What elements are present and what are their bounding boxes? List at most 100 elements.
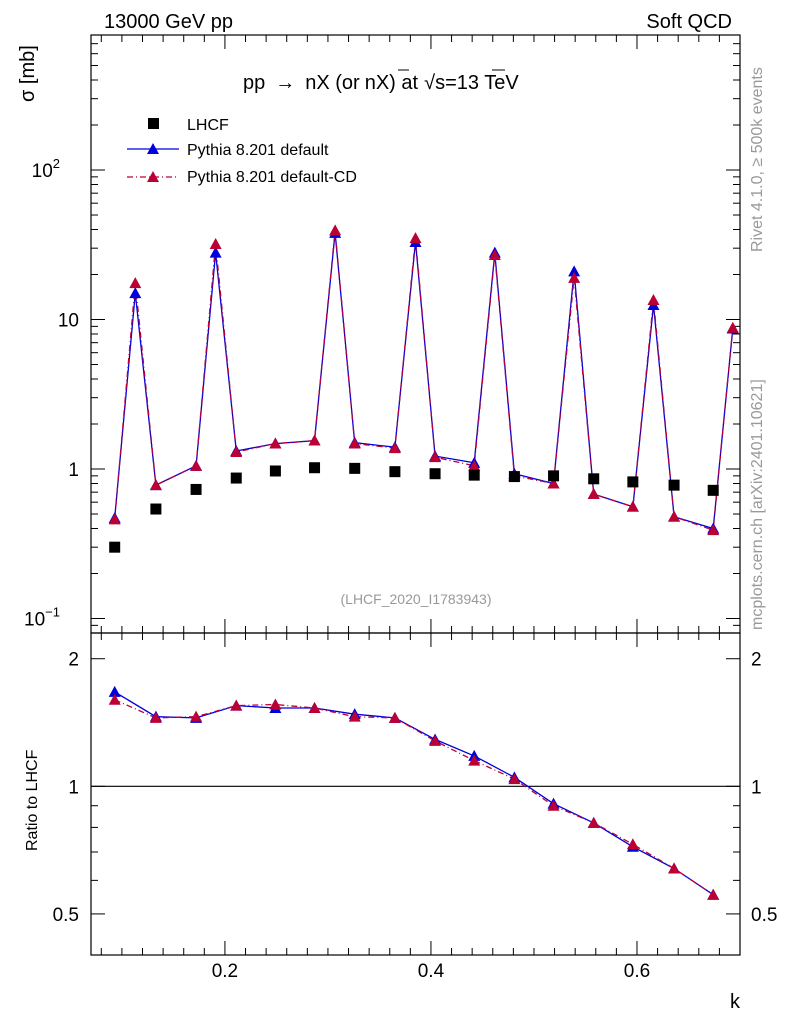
point-pythia-cd	[429, 451, 442, 463]
point-pythia-cd	[329, 224, 342, 236]
ratio-point-pythia-cd	[508, 773, 521, 785]
plot-title: pp → nX (or nX) at √s=13 TeV	[243, 72, 519, 94]
legend-marker-lhcf	[148, 118, 159, 129]
point-lhcf	[389, 466, 401, 478]
point-lhcf	[190, 483, 202, 495]
point-pythia-cd	[308, 434, 321, 446]
point-pythia-cd	[388, 442, 401, 454]
ratio-point-pythia-cd	[308, 702, 321, 714]
ratio-point-pythia-cd	[348, 710, 361, 722]
y-tick-label: 102	[32, 156, 60, 182]
point-lhcf	[429, 468, 441, 480]
ratio-point-pythia-cd	[547, 799, 560, 811]
main-series-layer	[108, 224, 739, 553]
point-pythia-cd	[707, 524, 720, 536]
point-lhcf	[668, 479, 680, 491]
legend-label-pythia-default: Pythia 8.201 default	[187, 142, 329, 159]
ratio-x-axis: 0.2 0.4 0.6	[100, 633, 741, 982]
ratio-y-tick-label-left: 1	[68, 777, 79, 798]
x-tick-label: 0.6	[624, 961, 650, 982]
point-pythia-cd	[108, 513, 121, 525]
header-right: Soft QCD	[646, 11, 732, 33]
y-tick-label: 10	[58, 311, 79, 332]
point-pythia-cd	[626, 500, 639, 512]
title-tail: X) at	[376, 72, 419, 94]
ratio-y-tick-label-right: 2	[751, 650, 762, 671]
point-lhcf	[548, 470, 560, 482]
point-lhcf	[309, 462, 321, 474]
ratio-point-pythia-cd	[108, 693, 121, 705]
point-pythia-cd	[468, 459, 481, 471]
point-pythia-cd	[409, 232, 422, 244]
rivet-version-label: Rivet 4.1.0, ≥ 500k events	[749, 67, 766, 252]
ratio-series-layer	[108, 685, 720, 900]
ratio-y-tick-label-left: 2	[68, 650, 79, 671]
point-pythia-cd	[230, 445, 243, 457]
point-lhcf	[230, 472, 242, 484]
title-arrow: →	[275, 72, 295, 94]
y-tick-label-exp: 2	[53, 156, 60, 171]
ratio-point-pythia-cd	[149, 711, 162, 723]
point-lhcf	[468, 469, 480, 481]
series-line-pythia-default	[114, 232, 734, 530]
point-pythia-default	[209, 246, 222, 258]
ratio-line-pythia-cd	[114, 699, 714, 896]
x-tick-label: 0.2	[212, 961, 238, 982]
point-lhcf	[109, 541, 121, 553]
ratio-point-pythia-cd	[269, 698, 282, 710]
main-y-label: σ [mb]	[17, 45, 39, 102]
header-left: 13000 GeV pp	[104, 11, 233, 33]
point-pythia-cd	[587, 488, 600, 500]
title-process: pp	[243, 72, 265, 94]
ratio-y-tick-label-right: 1	[751, 777, 762, 798]
point-lhcf	[588, 473, 600, 485]
ratio-point-pythia-default	[108, 685, 121, 697]
legend-marker-pythia-cd	[147, 171, 159, 182]
ratio-point-pythia-cd	[468, 754, 481, 766]
y-tick-label: 1	[68, 460, 79, 481]
point-pythia-cd	[547, 477, 560, 489]
point-pythia-cd	[209, 237, 222, 249]
ratio-point-pythia-cd	[626, 838, 639, 850]
ratio-point-pythia-cd	[388, 711, 401, 723]
ratio-point-pythia-cd	[668, 862, 681, 874]
ratio-y-tick-label-left: 0.5	[53, 905, 79, 926]
point-lhcf	[349, 462, 361, 474]
point-pythia-cd	[129, 277, 142, 289]
point-lhcf	[508, 471, 520, 483]
point-pythia-default	[129, 287, 142, 299]
title-nbar: n	[365, 72, 376, 94]
point-pythia-cd	[190, 459, 203, 471]
mcplots-reference-label: mcplots.cern.ch [arXiv:2401.10621]	[749, 379, 766, 630]
point-lhcf	[150, 503, 162, 515]
title-sqrt: √	[424, 72, 435, 94]
point-pythia-cd	[488, 249, 501, 261]
y-tick-label-base: 10	[24, 610, 45, 631]
point-pythia-cd	[149, 479, 162, 491]
y-tick-label-base: 10	[32, 161, 53, 182]
legend: LHCF Pythia 8.201 default Pythia 8.201 d…	[127, 117, 357, 186]
point-lhcf	[627, 476, 639, 488]
point-pythia-cd	[348, 437, 361, 449]
point-pythia-cd	[668, 510, 681, 522]
x-tick-label: 0.4	[418, 961, 445, 982]
title-final-state: nX (or	[305, 72, 360, 94]
legend-label-lhcf: LHCF	[187, 117, 229, 134]
ratio-y-label: Ratio to LHCF	[24, 749, 41, 851]
y-tick-label: 10−1	[24, 605, 60, 631]
ratio-point-pythia-cd	[429, 734, 442, 746]
legend-marker-pythia-default	[147, 143, 159, 154]
point-pythia-default	[568, 265, 581, 277]
legend-label-pythia-cd: Pythia 8.201 default-CD	[187, 169, 357, 186]
y-tick-label-exp: −1	[45, 605, 60, 620]
ratio-point-pythia-cd	[230, 699, 243, 711]
point-lhcf	[707, 484, 719, 496]
ratio-y-tick-label-right: 0.5	[751, 905, 777, 926]
ratio-plot-frame	[90, 632, 741, 956]
ratio-line-pythia-default	[114, 691, 714, 896]
point-pythia-cd	[568, 271, 581, 283]
x-axis-label: k	[730, 991, 741, 1013]
ratio-point-pythia-cd	[707, 888, 720, 900]
